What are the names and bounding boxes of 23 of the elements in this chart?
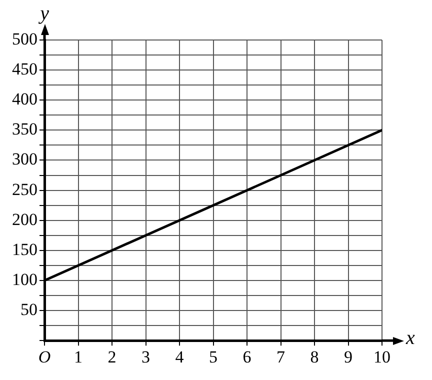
x-tick-label: 6 [242,347,252,366]
x-tick-label: 9 [344,347,352,366]
x-axis-title: x [405,326,415,349]
x-tick-label: 10 [374,347,390,366]
y-axis-title: y [38,2,50,24]
y-tick-label: 150 [12,240,38,259]
y-tick-label: 300 [12,150,38,169]
y-tick-label: 450 [12,60,38,79]
x-tick-label: 7 [276,347,286,366]
y-tick-label: 50 [20,300,38,320]
x-tick-label: O [38,347,51,366]
x-tick-label: 2 [108,347,116,366]
y-tick-label: 200 [12,210,38,229]
x-tick-label: 3 [142,347,150,366]
y-tick-label: 400 [12,90,38,109]
x-tick-label: 4 [175,347,184,366]
y-tick-label: 250 [12,180,38,199]
x-tick-label: 5 [209,347,218,366]
y-tick-label: 500 [12,29,38,48]
x-tick-label: 8 [310,347,319,366]
x-tick-label: 1 [74,347,82,366]
y-tick-label: 100 [12,270,38,289]
y-tick-label: 350 [12,120,38,139]
